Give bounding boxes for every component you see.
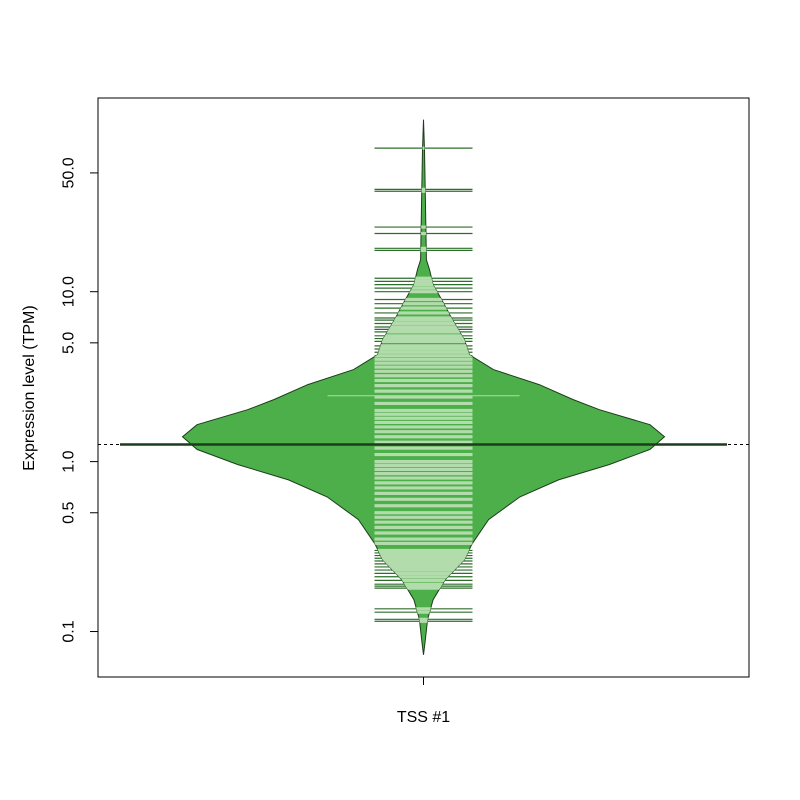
y-tick-label: 1.0: [61, 450, 78, 472]
y-axis-label: Expression level (TPM): [21, 305, 38, 470]
y-tick-label: 10.0: [61, 276, 78, 307]
y-tick-label: 5.0: [61, 332, 78, 354]
y-tick-label: 0.5: [61, 502, 78, 524]
y-tick-label: 0.1: [61, 620, 78, 642]
x-tick-label: TSS #1: [397, 709, 450, 726]
y-tick-label: 50.0: [61, 157, 78, 188]
